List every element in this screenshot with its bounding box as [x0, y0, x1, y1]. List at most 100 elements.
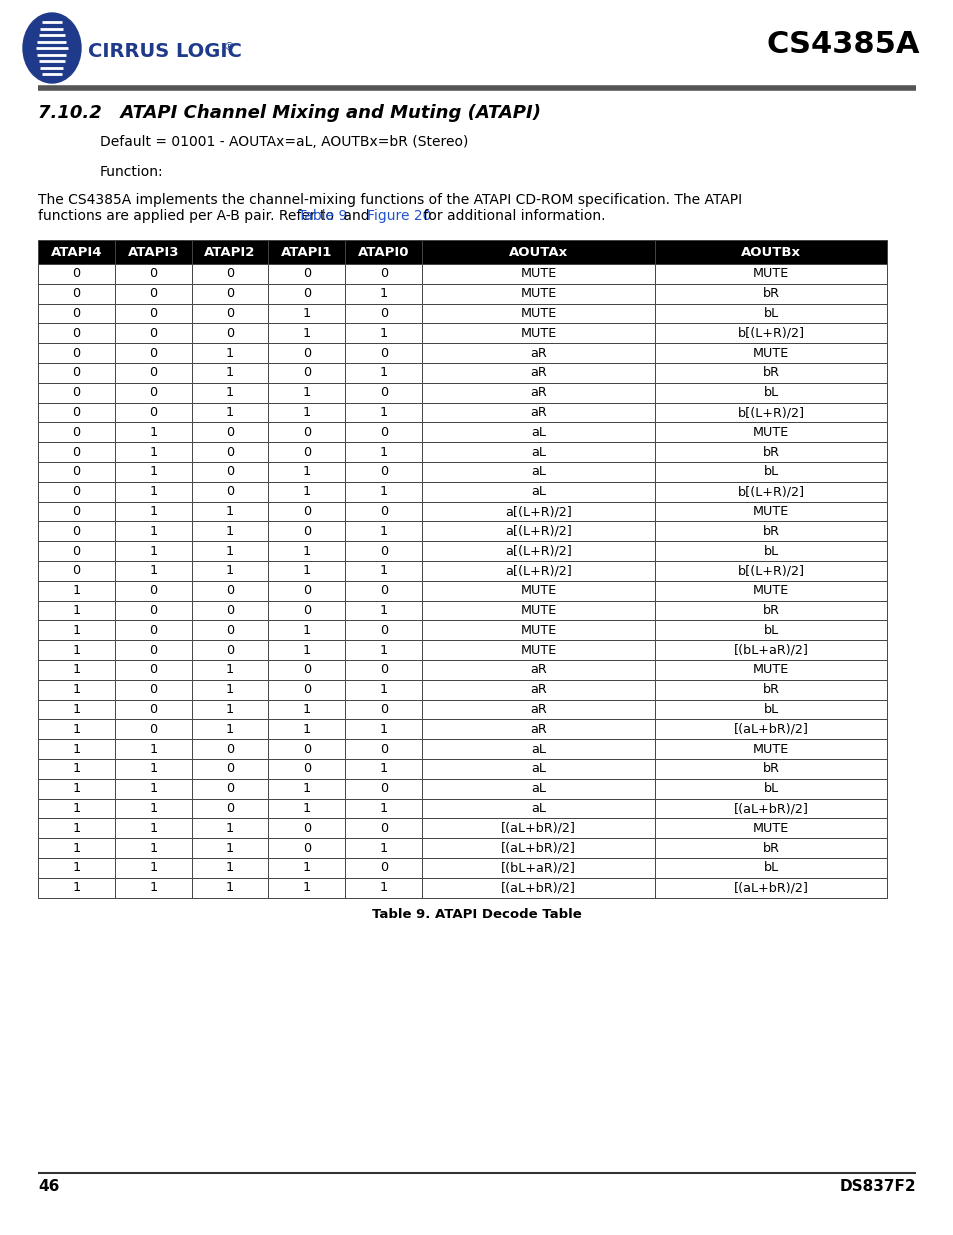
Text: 0: 0 — [149, 663, 157, 677]
Text: 0: 0 — [149, 327, 157, 340]
Bar — [421, 422, 654, 442]
Text: 1: 1 — [302, 466, 311, 478]
Text: 1: 1 — [226, 703, 233, 716]
Text: 1: 1 — [149, 802, 157, 815]
Bar — [654, 363, 886, 383]
Bar — [421, 839, 654, 858]
Bar — [268, 422, 345, 442]
Text: 1: 1 — [226, 525, 233, 537]
Text: 0: 0 — [149, 367, 157, 379]
Text: 0: 0 — [72, 327, 80, 340]
Text: 0: 0 — [226, 485, 233, 498]
Text: 0: 0 — [72, 406, 80, 419]
Text: 1: 1 — [72, 722, 80, 736]
Ellipse shape — [23, 14, 81, 83]
Bar — [421, 720, 654, 740]
Text: 0: 0 — [72, 288, 80, 300]
Bar — [38, 779, 114, 799]
Text: 1: 1 — [149, 841, 157, 855]
Bar — [192, 760, 268, 779]
Text: aR: aR — [530, 347, 546, 359]
Bar — [421, 659, 654, 679]
Text: 0: 0 — [226, 327, 233, 340]
Bar — [268, 600, 345, 620]
Bar — [421, 264, 654, 284]
Text: 0: 0 — [379, 308, 387, 320]
Text: bL: bL — [762, 782, 778, 795]
Bar — [345, 580, 421, 600]
Bar — [345, 324, 421, 343]
Text: 1: 1 — [72, 584, 80, 598]
Bar — [268, 640, 345, 659]
Bar — [38, 799, 114, 819]
Text: 1: 1 — [379, 683, 387, 697]
Text: aL: aL — [531, 782, 545, 795]
Text: 0: 0 — [72, 525, 80, 537]
Text: 1: 1 — [379, 564, 387, 578]
Text: 1: 1 — [302, 624, 311, 637]
Bar — [268, 383, 345, 403]
Text: 1: 1 — [226, 367, 233, 379]
Bar — [38, 304, 114, 324]
Bar — [114, 580, 192, 600]
Text: 0: 0 — [72, 466, 80, 478]
Bar — [345, 383, 421, 403]
Text: [(bL+aR)/2]: [(bL+aR)/2] — [733, 643, 808, 657]
Text: 0: 0 — [149, 268, 157, 280]
Text: 0: 0 — [379, 545, 387, 557]
Text: 1: 1 — [72, 643, 80, 657]
Bar — [654, 284, 886, 304]
Text: 0: 0 — [302, 604, 311, 618]
Bar — [192, 878, 268, 898]
Text: 0: 0 — [72, 387, 80, 399]
Text: MUTE: MUTE — [752, 663, 788, 677]
Text: 1: 1 — [302, 882, 311, 894]
Text: 0: 0 — [379, 347, 387, 359]
Text: 0: 0 — [226, 802, 233, 815]
Bar — [654, 264, 886, 284]
Text: aR: aR — [530, 406, 546, 419]
Text: 1: 1 — [226, 347, 233, 359]
Text: 1: 1 — [302, 406, 311, 419]
Bar — [654, 760, 886, 779]
Bar — [192, 659, 268, 679]
Text: 1: 1 — [302, 802, 311, 815]
Bar — [192, 720, 268, 740]
Text: 0: 0 — [149, 604, 157, 618]
Bar — [38, 580, 114, 600]
Text: 1: 1 — [72, 882, 80, 894]
Text: 0: 0 — [226, 446, 233, 458]
Text: b[(L+R)/2]: b[(L+R)/2] — [737, 564, 803, 578]
Text: 1: 1 — [72, 663, 80, 677]
Text: Table 9. ATAPI Decode Table: Table 9. ATAPI Decode Table — [372, 908, 581, 920]
Bar — [192, 462, 268, 482]
Bar — [114, 839, 192, 858]
Bar — [654, 442, 886, 462]
Bar — [654, 878, 886, 898]
Bar — [38, 284, 114, 304]
Text: 1: 1 — [72, 821, 80, 835]
Text: b[(L+R)/2]: b[(L+R)/2] — [737, 406, 803, 419]
Text: 0: 0 — [302, 841, 311, 855]
Text: 1: 1 — [226, 663, 233, 677]
Bar — [38, 620, 114, 640]
Text: 0: 0 — [149, 406, 157, 419]
Bar — [421, 600, 654, 620]
Bar — [38, 521, 114, 541]
Text: Function:: Function: — [100, 165, 164, 179]
Bar — [192, 383, 268, 403]
Text: 1: 1 — [379, 327, 387, 340]
Text: [(aL+bR)/2]: [(aL+bR)/2] — [500, 841, 576, 855]
Text: AOUTAx: AOUTAx — [508, 246, 567, 258]
Bar — [38, 403, 114, 422]
Bar — [345, 620, 421, 640]
Text: 7.10.2   ATAPI Channel Mixing and Muting (ATAPI): 7.10.2 ATAPI Channel Mixing and Muting (… — [38, 104, 540, 122]
Text: bL: bL — [762, 624, 778, 637]
Bar — [421, 324, 654, 343]
Text: MUTE: MUTE — [752, 584, 788, 598]
Text: bL: bL — [762, 466, 778, 478]
Text: 0: 0 — [72, 367, 80, 379]
Text: 1: 1 — [149, 821, 157, 835]
Text: bR: bR — [761, 604, 779, 618]
Text: [(aL+bR)/2]: [(aL+bR)/2] — [500, 882, 576, 894]
